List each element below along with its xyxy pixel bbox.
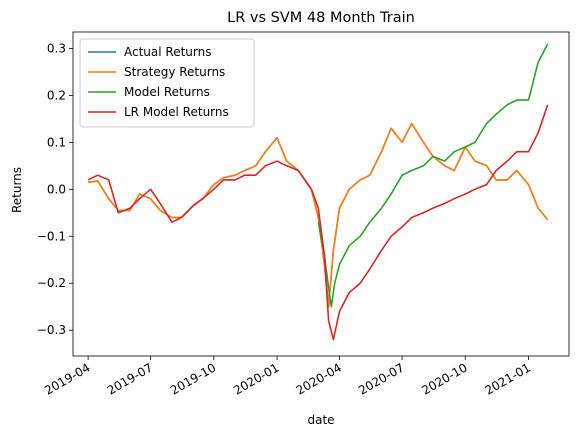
y-axis: −0.3 −0.2 −0.1 0.0 0.1 0.2 0.3 [37,41,73,337]
chart-title: LR vs SVM 48 Month Train [227,10,415,26]
legend-box [79,38,255,128]
y-tick-label: 0.1 [47,135,66,149]
y-tick-label: −0.1 [37,229,66,243]
legend: Actual Returns Strategy Returns Model Retu… [79,38,255,128]
legend-label: Strategy Returns [124,65,225,79]
y-tick-label: −0.2 [37,276,66,290]
y-axis-title: Returns [10,167,24,213]
y-tick-label: 0.3 [47,41,66,55]
series-line-model-returns [317,43,549,308]
y-tick-label: 0.0 [47,182,66,196]
x-axis-title: date [307,413,334,427]
y-tick-label: −0.3 [37,323,66,337]
legend-label: LR Model Returns [124,105,229,119]
legend-label: Model Returns [124,85,210,99]
series-lines [87,43,549,341]
legend-label: Actual Returns [124,45,211,59]
y-tick-label: 0.2 [47,88,66,102]
series-line-lr-model-returns [87,104,549,341]
plot-frame [72,31,570,357]
